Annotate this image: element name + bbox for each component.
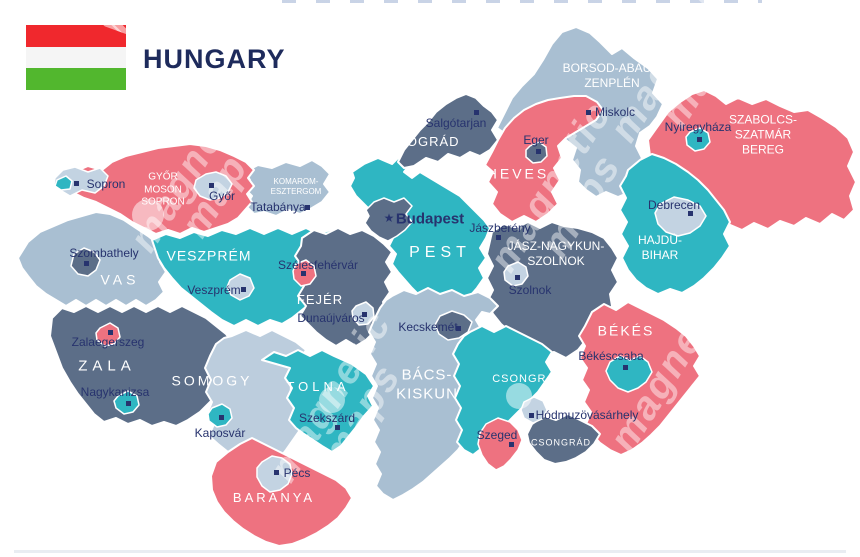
city-label-dunaujvaros: Dunaújváros bbox=[297, 311, 365, 325]
city-marker-sopron bbox=[74, 181, 79, 186]
county-label-zala: ZALA bbox=[78, 357, 136, 375]
city-marker-eger bbox=[536, 149, 541, 154]
city-label-debrecen: Debrecen bbox=[647, 198, 701, 212]
city-label-jaszbereny: Jászberény bbox=[469, 221, 531, 235]
county-label-jasz-nagykun-szolnok: JÁSZ-NAGYKUN- SZOLNOK bbox=[507, 239, 605, 268]
county-label-veszprem: VESZPRÉM bbox=[166, 247, 252, 264]
county-label-nograd: NÓGRÁD bbox=[396, 133, 460, 149]
city-marker-nagykanizsa bbox=[126, 401, 131, 406]
watermark-circle bbox=[132, 199, 164, 231]
capital-star-icon: ★ bbox=[383, 211, 395, 225]
city-area-szolnok bbox=[503, 261, 529, 287]
city-area-kecskemet bbox=[434, 310, 473, 341]
county-label-csongrad-south: CSONGRÁD bbox=[530, 437, 592, 448]
cropped-top-artifact bbox=[282, 0, 762, 3]
city-label-kecskemet: Kecskemét bbox=[398, 320, 458, 334]
county-shape-gyor-moson-sopron bbox=[61, 143, 255, 235]
city-label-szekszard: Szekszárd bbox=[298, 411, 356, 425]
flag-stripe-green bbox=[26, 68, 126, 90]
county-label-hajdu-bihar: HAJDÚ- BIHAR bbox=[638, 233, 682, 262]
county-label-pest: PEST bbox=[409, 244, 471, 261]
city-marker-salgotarjan bbox=[474, 110, 479, 115]
city-label-gyor: Győr bbox=[208, 189, 236, 203]
county-label-gyor-moson-sopron: GYŐR MOSON SOPRON bbox=[141, 171, 185, 208]
city-label-nyiregyhaza: Nyiregyháza bbox=[664, 120, 732, 134]
flag-stripe-red bbox=[26, 25, 126, 47]
city-area-sopron-lake bbox=[54, 175, 73, 191]
city-marker-bekescsaba bbox=[623, 365, 628, 370]
county-label-fejer: FEJÉR bbox=[296, 291, 344, 307]
county-label-tolna: TOLNA bbox=[286, 378, 350, 394]
county-label-szabolcs: SZABOLCS- SZATMÁR BEREG bbox=[728, 112, 798, 157]
city-area-debrecen bbox=[654, 196, 707, 237]
county-label-vas: VAS bbox=[100, 271, 140, 288]
city-area-szeged bbox=[477, 417, 523, 471]
watermark-circle bbox=[506, 383, 532, 409]
city-label-szekesfehervar: Szélesfehérvár bbox=[277, 258, 359, 272]
city-marker-szeged bbox=[509, 442, 514, 447]
flag-stripe-white bbox=[26, 46, 126, 69]
county-shape-tolna bbox=[261, 349, 375, 453]
city-label-szeged: Szeged bbox=[476, 428, 518, 442]
city-label-nagykanizsa: Nagykanizsa bbox=[80, 385, 150, 399]
county-label-komarom-esztergom: KOMAROM- ESZTERGOM bbox=[270, 177, 322, 196]
city-marker-kecskemet bbox=[456, 326, 461, 331]
city-marker-jaszbereny bbox=[496, 235, 501, 240]
city-area-veszprem bbox=[226, 273, 255, 301]
city-label-hodmezovasarhely: Hódmuzövásárhely bbox=[535, 408, 639, 422]
cropped-bottom-artifact bbox=[14, 550, 846, 553]
city-marker-tatabanya bbox=[305, 205, 310, 210]
county-label-bekes: BÉKÉS bbox=[597, 322, 655, 339]
county-label-borsod: BORSOD-ABAŪJ- ZENPLÉN bbox=[562, 61, 662, 90]
city-label-eger: Eger bbox=[523, 133, 549, 147]
city-marker-dunaujvaros bbox=[362, 312, 367, 317]
county-label-baranya: BARANYA bbox=[232, 489, 316, 505]
county-label-heves: HEVES bbox=[486, 165, 550, 182]
city-label-tatabanya: Tatabánya bbox=[250, 200, 306, 214]
city-area-budapest bbox=[364, 197, 413, 242]
county-shape-nograd bbox=[397, 93, 499, 169]
city-marker-kaposvar bbox=[219, 415, 224, 420]
city-marker-szolnok bbox=[515, 275, 520, 280]
city-label-sopron: Sopron bbox=[86, 177, 126, 191]
city-marker-zalaegerszeg bbox=[108, 330, 113, 335]
city-marker-pecs bbox=[274, 470, 279, 475]
city-label-kaposvar: Kaposvár bbox=[194, 426, 246, 440]
city-marker-debrecen bbox=[688, 211, 693, 216]
county-label-bacs-kiskun: BÁCS- KISKUN bbox=[396, 366, 458, 402]
city-marker-szombathely bbox=[84, 261, 89, 266]
page-title: HUNGARY bbox=[143, 44, 286, 74]
city-area-bekescsaba bbox=[605, 355, 653, 393]
city-label-pecs: Pécs bbox=[283, 466, 311, 480]
city-label-veszprem: Veszprém bbox=[187, 283, 241, 297]
city-marker-miskolc bbox=[586, 110, 591, 115]
city-marker-szekszard bbox=[335, 425, 340, 430]
county-label-csongrad: CSONGRÁD bbox=[492, 373, 564, 386]
city-marker-nyiregyhaza bbox=[697, 137, 702, 142]
city-label-szolnok: Szolnok bbox=[508, 283, 552, 297]
city-marker-gyor bbox=[209, 183, 214, 188]
city-label-salgotarjan: Salgótarjan bbox=[425, 116, 487, 130]
city-label-budapest: Budapest bbox=[395, 210, 465, 228]
county-shape-csongrad-south bbox=[526, 413, 601, 465]
city-label-bekescsaba: Békéscsaba bbox=[578, 349, 644, 363]
city-label-zalaegerszeg: Zalaegerszeg bbox=[71, 335, 145, 349]
city-marker-veszprem bbox=[241, 287, 246, 292]
city-marker-hodmezovasarhely bbox=[529, 413, 534, 418]
city-label-miskolc: Miskolc bbox=[594, 105, 636, 119]
watermark-circle bbox=[319, 387, 345, 413]
city-label-szombathely: Szombathely bbox=[69, 246, 139, 260]
county-label-somogy: SOMOGY bbox=[171, 372, 253, 389]
hungary-flag bbox=[26, 21, 132, 90]
city-marker-szekesfehervar bbox=[301, 271, 306, 276]
county-shape-baranya bbox=[210, 437, 353, 547]
